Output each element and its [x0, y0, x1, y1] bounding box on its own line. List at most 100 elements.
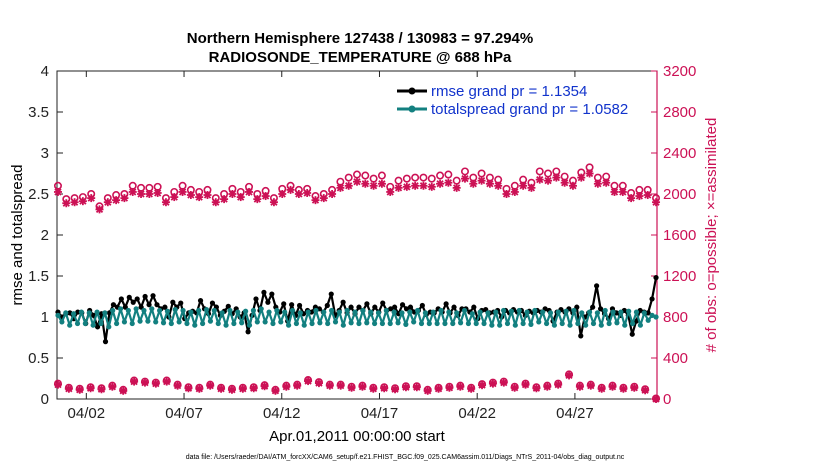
totalspread-point	[344, 307, 350, 314]
totalspread-point	[442, 320, 448, 327]
rmse-point	[407, 304, 414, 310]
totalspread-point	[352, 309, 358, 315]
obs-assimilated-marker	[411, 181, 420, 190]
totalspread-point	[567, 322, 573, 328]
totalspread-point	[571, 307, 577, 314]
obs-low-assimilated-marker	[86, 384, 95, 393]
totalspread-point	[223, 322, 229, 328]
rmse-point	[328, 291, 334, 297]
totalspread-point	[250, 307, 257, 314]
obs-low-assimilated-marker	[358, 382, 367, 391]
totalspread-point	[325, 320, 331, 327]
rmse-point	[134, 296, 140, 302]
totalspread-point	[328, 307, 335, 314]
rmse-point	[102, 339, 109, 345]
obs-possible-marker	[427, 174, 436, 183]
obs-low-assimilated-marker	[206, 381, 215, 390]
totalspread-point	[78, 309, 85, 315]
totalspread-point	[270, 320, 276, 327]
totalspread-point	[215, 320, 221, 327]
totalspread-point	[602, 307, 608, 314]
obs-assimilated-marker	[253, 195, 262, 204]
totalspread-point	[192, 322, 198, 328]
rmse-point	[75, 309, 81, 315]
legend-rmse-marker	[408, 87, 416, 95]
obs-assimilated-marker	[311, 196, 320, 205]
totalspread-point	[575, 320, 581, 327]
data-file-footer: data file: /Users/raeder/DAI/ATM_forcXX/…	[186, 454, 625, 461]
obs-low-assimilated-marker	[565, 371, 574, 380]
totalspread-point	[399, 310, 405, 316]
totalspread-point	[649, 312, 655, 318]
obs-low-assimilated-marker	[347, 383, 356, 392]
obs-assimilated-marker	[361, 179, 370, 188]
right-tick-label: 2000	[663, 186, 696, 203]
totalspread-point	[438, 307, 444, 314]
rmse-point	[364, 301, 370, 307]
totalspread-point	[434, 320, 440, 327]
totalspread-point	[508, 308, 514, 314]
obs-assimilated-marker	[419, 181, 428, 190]
obs-possible-marker	[411, 173, 420, 182]
totalspread-point	[141, 307, 147, 314]
totalspread-point	[579, 310, 585, 316]
totalspread-point	[477, 309, 483, 315]
rmse-point	[399, 302, 406, 308]
obs-low-assimilated-marker	[619, 384, 628, 393]
totalspread-point	[180, 307, 186, 314]
obs-low-assimilated-marker	[184, 384, 193, 393]
right-tick-label: 1600	[663, 227, 696, 244]
right-axis-ticks: 0 400 800 1200 1600 2000 2400 2800 3200	[651, 63, 696, 408]
totalspread-point	[289, 307, 296, 314]
rmse-point	[392, 304, 398, 310]
totalspread-point	[332, 319, 339, 325]
totalspread-point	[586, 309, 593, 315]
obs-low-assimilated-marker	[227, 385, 236, 394]
obs-assimilated-marker	[477, 176, 486, 185]
totalspread-point	[266, 309, 272, 315]
totalspread-point	[418, 320, 425, 327]
rmse-point	[419, 302, 425, 309]
totalspread-point	[74, 320, 81, 327]
rmse-point	[340, 299, 346, 305]
totalspread-point	[368, 309, 374, 315]
obs-assimilated-marker	[402, 182, 411, 191]
obs-assimilated-marker	[161, 198, 170, 207]
totalspread-point	[626, 308, 632, 314]
x-tick-label: 04/17	[361, 405, 399, 422]
rmse-point	[348, 304, 354, 310]
totalspread-point	[395, 320, 401, 326]
totalspread-point	[172, 307, 178, 313]
totalspread-point	[137, 318, 143, 324]
totalspread-point	[59, 319, 65, 325]
obs-low-assimilated-marker	[652, 395, 661, 403]
totalspread-point	[375, 310, 382, 316]
totalspread-point	[524, 309, 530, 315]
obs-low-assimilated-marker	[64, 384, 73, 393]
totalspread-point	[403, 321, 409, 327]
obs-low-assimilated-marker	[586, 381, 595, 390]
totalspread-point	[285, 322, 292, 328]
totalspread-point	[82, 320, 88, 327]
obs-assimilated-marker	[236, 193, 245, 202]
obs-assimilated-marker	[643, 191, 652, 200]
obs-assimilated-marker	[178, 187, 187, 196]
totalspread-point	[129, 320, 135, 327]
totalspread-point	[211, 307, 217, 314]
totalspread-point	[246, 322, 253, 328]
totalspread-point	[90, 322, 96, 328]
obs-assimilated-marker	[170, 193, 179, 202]
obs-assimilated-marker	[245, 187, 254, 196]
rmse-point	[649, 296, 655, 302]
totalspread-point	[153, 319, 159, 325]
obs-low-assimilated-marker	[97, 385, 106, 394]
totalspread-point	[309, 320, 315, 327]
totalspread-point	[559, 320, 565, 327]
totalspread-point	[454, 310, 460, 316]
totalspread-point	[512, 322, 518, 328]
totalspread-point	[340, 322, 346, 328]
totalspread-point	[614, 320, 620, 326]
totalspread-point	[348, 320, 354, 326]
obs-assimilated-marker	[186, 191, 195, 200]
totalspread-point	[430, 309, 436, 315]
